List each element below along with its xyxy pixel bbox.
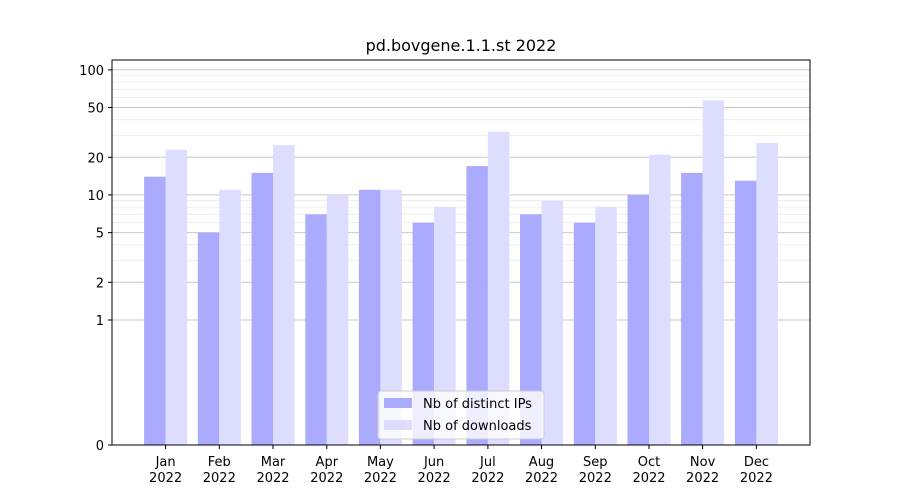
x-tick-label-year: 2022 xyxy=(364,471,397,486)
x-tick-label-year: 2022 xyxy=(471,471,504,486)
bar-distinct-ips-feb xyxy=(197,232,220,445)
y-tick-label: 10 xyxy=(87,189,104,204)
bar-downloads-sep xyxy=(595,207,617,445)
plot-area-frame xyxy=(111,59,811,446)
y-tick-label: 50 xyxy=(87,102,104,117)
bar-distinct-ips-mar xyxy=(251,172,273,445)
bar-downloads-mar xyxy=(273,145,295,445)
bar-distinct-ips-nov xyxy=(681,172,703,445)
x-tick-label-month: Feb xyxy=(208,455,231,470)
y-tick-label: 2 xyxy=(96,276,104,291)
bar-downloads-jul xyxy=(487,131,510,446)
x-tick-label-year: 2022 xyxy=(203,471,236,486)
bar-downloads-apr xyxy=(326,194,349,445)
x-tick-label-month: Dec xyxy=(744,455,769,470)
legend-label-distinct-ips: Nb of distinct IPs xyxy=(423,397,532,412)
x-tick-label-month: Mar xyxy=(261,455,286,470)
chart-title: pd.bovgene.1.1.st 2022 xyxy=(366,36,557,55)
x-tick-label-year: 2022 xyxy=(740,471,773,486)
x-tick-label-year: 2022 xyxy=(525,471,558,486)
y-axis: 0 1 2 5 10 20 50 100 xyxy=(79,64,112,454)
bar-distinct-ips-sep xyxy=(573,222,596,445)
bar-distinct-ips-apr xyxy=(305,214,327,445)
bar-distinct-ips-may xyxy=(358,189,381,445)
x-tick-label-year: 2022 xyxy=(632,471,665,486)
bar-downloads-oct xyxy=(649,154,671,445)
x-tick-label-year: 2022 xyxy=(256,471,289,486)
bar-downloads-dec xyxy=(756,143,778,445)
legend-label-downloads: Nb of downloads xyxy=(423,419,532,434)
bar-downloads-feb xyxy=(219,189,241,445)
x-tick-label-month: Nov xyxy=(690,455,716,470)
bar-downloads-nov xyxy=(702,100,725,446)
y-tick-label: 100 xyxy=(79,64,104,79)
x-tick-label-year: 2022 xyxy=(686,471,719,486)
bar-downloads-jan xyxy=(165,149,188,445)
x-tick-label-month: Oct xyxy=(638,455,660,470)
x-tick-label-year: 2022 xyxy=(149,471,182,486)
bar-distinct-ips-oct xyxy=(627,194,649,445)
x-tick-label-month: Jun xyxy=(423,455,444,470)
x-tick-label-month: Sep xyxy=(583,455,608,470)
y-tick-label: 1 xyxy=(96,314,104,329)
x-tick-label-month: Apr xyxy=(316,455,339,470)
bars xyxy=(144,100,778,446)
bar-downloads-jun xyxy=(434,207,456,445)
bar-distinct-ips-jul xyxy=(466,166,488,445)
bar-distinct-ips-dec xyxy=(734,180,757,445)
legend-swatch-downloads xyxy=(384,420,412,430)
x-tick-label-year: 2022 xyxy=(418,471,451,486)
y-tick-label: 0 xyxy=(96,439,104,454)
x-axis: Jan2022Feb2022Mar2022Apr2022May2022Jun20… xyxy=(149,445,773,486)
x-tick-label-year: 2022 xyxy=(310,471,343,486)
bar-distinct-ips-jun xyxy=(412,222,435,445)
y-tick-label: 5 xyxy=(96,227,104,242)
legend-frame xyxy=(377,390,545,440)
bar-distinct-ips-jan xyxy=(144,176,166,445)
legend-swatch-distinct-ips xyxy=(384,398,412,408)
bar-downloads-may xyxy=(380,189,402,445)
y-tick-label: 20 xyxy=(87,151,104,166)
bar-downloads-aug xyxy=(541,200,563,445)
legend: Nb of distinct IPs Nb of downloads xyxy=(377,390,545,440)
x-tick-label-month: Jan xyxy=(155,455,176,470)
bar-distinct-ips-aug xyxy=(520,214,542,445)
x-tick-label-month: Jul xyxy=(479,455,496,470)
x-tick-label-year: 2022 xyxy=(579,471,612,486)
x-tick-label-month: Aug xyxy=(529,455,554,470)
x-tick-label-month: May xyxy=(367,455,394,470)
